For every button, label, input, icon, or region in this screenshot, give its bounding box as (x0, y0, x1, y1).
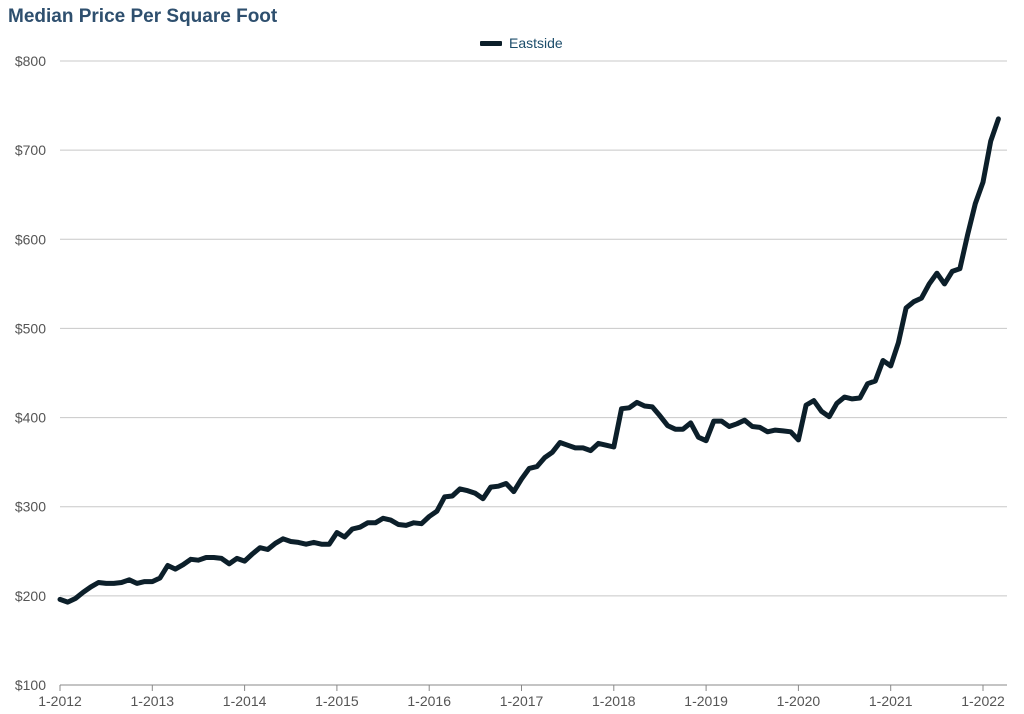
x-tick-label: 1-2018 (592, 693, 636, 709)
x-tick-label: 1-2021 (869, 693, 913, 709)
x-tick-label: 1-2017 (500, 693, 544, 709)
y-tick-label: $800 (15, 53, 46, 69)
y-tick-label: $100 (15, 677, 46, 693)
x-tick-label: 1-2015 (315, 693, 359, 709)
legend-label-eastside: Eastside (509, 35, 563, 51)
x-tick-label: 1-2022 (961, 693, 1005, 709)
series-layer (57, 116, 1001, 605)
x-tick-label: 1-2014 (223, 693, 267, 709)
x-tick-label: 1-2020 (777, 693, 821, 709)
y-axis-labels: $100 $200 $300 $400 $500 $600 $700 $800 (15, 53, 46, 693)
grid-lines (60, 60, 1007, 597)
series-line-eastside (57, 116, 1001, 605)
y-tick-label: $300 (15, 499, 46, 515)
y-tick-label: $700 (15, 142, 46, 158)
x-tick-label: 1-2019 (684, 693, 728, 709)
x-axis: 1-2012 1-2013 1-2014 1-2015 1-2016 1-2017 1-20… (38, 684, 1007, 709)
chart-title: Median Price Per Square Foot (8, 6, 278, 27)
x-tick-label: 1-2013 (131, 693, 175, 709)
y-tick-label: $200 (15, 588, 46, 604)
y-tick-label: $400 (15, 410, 46, 426)
legend-swatch (480, 40, 502, 46)
x-tick-label: 1-2016 (407, 693, 451, 709)
x-tick-label: 1-2012 (38, 693, 82, 709)
y-tick-label: $600 (15, 231, 46, 247)
y-tick-label: $500 (15, 320, 46, 336)
legend: Eastside (480, 35, 563, 51)
